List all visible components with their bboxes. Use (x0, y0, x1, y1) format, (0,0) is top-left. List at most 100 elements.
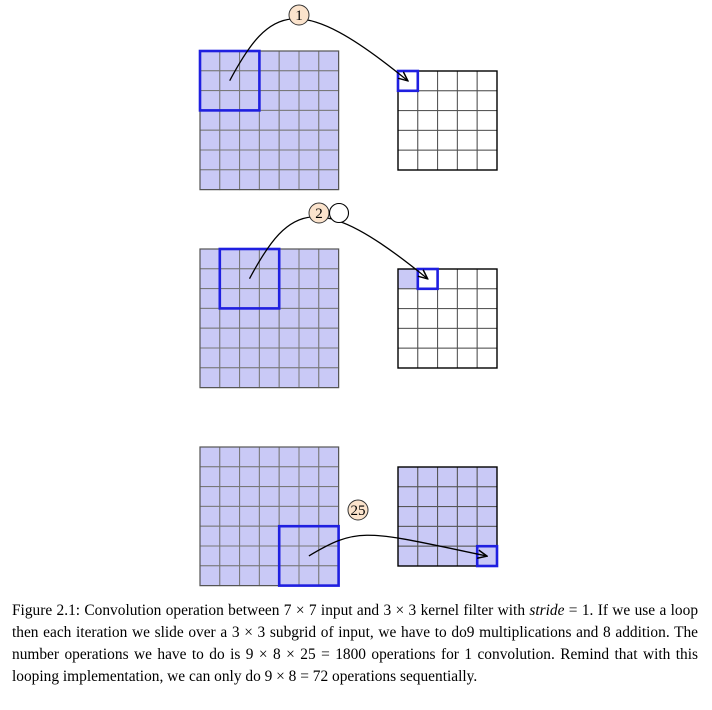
input-cell (219, 505, 241, 527)
input-cell (298, 505, 320, 527)
input-cell (199, 149, 221, 171)
input-cell (258, 565, 280, 587)
kernel-window (198, 49, 261, 112)
output-cell (456, 90, 478, 112)
input-grid-border (199, 446, 340, 587)
input-cell (199, 248, 221, 270)
output-cell (437, 90, 458, 112)
input-cell (278, 268, 300, 290)
input-cell (258, 466, 280, 488)
output-cell (456, 149, 478, 171)
input-cell (199, 70, 221, 92)
input-cell (239, 505, 260, 527)
output-cell (456, 308, 478, 329)
input-cell (199, 169, 221, 191)
output-cell (397, 486, 419, 508)
output-grid-border (397, 268, 498, 369)
input-cell (258, 129, 280, 151)
input-cell (239, 525, 260, 547)
input-cell (219, 268, 241, 290)
input-cell (318, 505, 340, 527)
input-cell (199, 129, 221, 151)
convolution-step-2: 2 (199, 202, 498, 389)
caption-stride-variable: stride (529, 602, 565, 619)
output-cell (417, 288, 439, 310)
input-cell (258, 446, 280, 468)
output-cell (397, 545, 419, 567)
kernel-window (218, 247, 281, 310)
output-cell (397, 90, 419, 112)
transfer-arrow (308, 534, 487, 556)
output-cell (437, 506, 458, 527)
input-cell (239, 367, 260, 389)
input-cell (258, 486, 280, 507)
output-cell (456, 525, 478, 547)
input-cell (239, 486, 260, 507)
output-cell (397, 110, 419, 131)
input-cell (298, 90, 320, 111)
output-cell (476, 466, 498, 488)
input-cell (318, 486, 340, 507)
input-cell (278, 327, 300, 349)
output-cell (456, 110, 478, 131)
input-cell (258, 327, 280, 349)
output-cell (417, 506, 439, 527)
output-cell (456, 506, 478, 527)
output-cell (476, 486, 498, 508)
output-cell (397, 327, 419, 349)
convolution-step-1: 1 (198, 4, 498, 191)
input-cell (318, 446, 340, 468)
input-cell (199, 367, 221, 389)
output-cell (397, 506, 419, 527)
output-cell (417, 486, 439, 508)
input-cell (318, 149, 340, 171)
input-cell (318, 565, 340, 587)
output-cell (437, 466, 458, 488)
step-badge-label: 1 (295, 8, 303, 24)
step-badge-label: 25 (351, 503, 366, 519)
input-cell (298, 466, 320, 488)
input-cell (318, 307, 340, 329)
input-cell (219, 307, 241, 329)
output-cell (437, 288, 458, 310)
input-cell (219, 347, 241, 369)
input-cell (298, 268, 320, 290)
output-cell (417, 129, 439, 151)
output-cell (397, 149, 419, 171)
output-cell (437, 268, 458, 290)
input-cell (258, 505, 280, 527)
output-cell (456, 288, 478, 310)
output-cell (476, 347, 498, 369)
input-cell (278, 446, 300, 468)
input-cell (318, 347, 340, 369)
input-cell (258, 307, 280, 329)
figure-caption: Figure 2.1: Convolution operation betwee… (12, 600, 698, 688)
caption-body-1: Convolution operation between 7 × 7 inpu… (80, 602, 530, 619)
input-cell (278, 50, 300, 72)
output-cell (456, 545, 478, 567)
input-cell (219, 367, 241, 389)
input-cell (258, 248, 280, 270)
output-cell (437, 308, 458, 329)
output-cell (476, 506, 498, 527)
output-cell (437, 70, 458, 92)
input-cell (278, 90, 300, 111)
output-cell (397, 347, 419, 369)
output-cell (417, 70, 439, 92)
output-cell (456, 486, 478, 508)
caption-label: Figure 2.1: (12, 602, 81, 619)
input-cell (258, 169, 280, 191)
input-cell (199, 525, 221, 547)
input-cell (278, 486, 300, 507)
output-cell (437, 347, 458, 369)
output-cell (476, 288, 498, 310)
output-cell (437, 327, 458, 349)
input-cell (239, 288, 260, 309)
input-cell (318, 50, 340, 72)
input-cell (278, 129, 300, 151)
input-cell (239, 446, 260, 468)
input-cell (278, 347, 300, 369)
input-cell (199, 327, 221, 349)
output-cell (397, 288, 419, 310)
output-cell (476, 268, 498, 290)
